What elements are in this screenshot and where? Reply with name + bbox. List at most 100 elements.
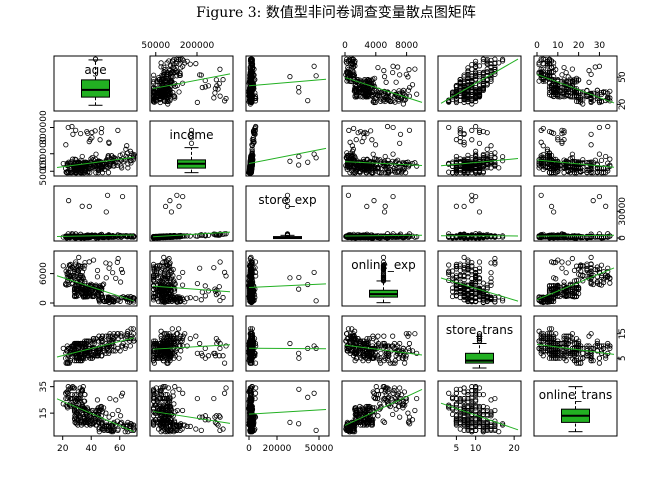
data-point	[453, 91, 459, 97]
panel-frame	[53, 250, 138, 307]
data-point	[73, 285, 80, 292]
data-point	[369, 137, 375, 143]
data-point	[247, 263, 253, 269]
data-point	[84, 294, 91, 300]
panel-online_exp-vs-online_exp	[369, 254, 398, 304]
panel-frame	[53, 185, 138, 242]
data-point	[371, 198, 377, 204]
data-point	[96, 292, 102, 298]
data-point	[346, 66, 352, 72]
panel-age-vs-store_exp	[246, 56, 327, 107]
data-point	[150, 290, 157, 296]
data-point	[480, 170, 486, 176]
data-point	[79, 291, 85, 297]
panel-frame	[437, 120, 522, 177]
data-point	[600, 165, 607, 171]
data-point	[202, 293, 208, 299]
data-point	[179, 56, 185, 62]
data-point	[94, 267, 101, 274]
data-point	[488, 151, 494, 157]
data-point	[171, 295, 177, 301]
data-point	[115, 255, 121, 262]
data-point	[164, 76, 170, 82]
data-point	[106, 265, 112, 271]
data-point	[170, 273, 176, 279]
data-point	[551, 209, 557, 215]
data-point	[346, 127, 352, 133]
data-point	[168, 209, 175, 215]
data-point	[605, 160, 611, 166]
panel-store_exp-vs-age	[56, 192, 137, 241]
data-point	[66, 159, 72, 165]
data-point	[161, 254, 167, 260]
data-point	[548, 83, 555, 89]
data-point	[465, 163, 471, 169]
data-point	[480, 299, 486, 305]
data-point	[449, 275, 456, 281]
data-point	[344, 60, 350, 66]
data-point	[388, 98, 394, 105]
data-point	[351, 125, 357, 132]
data-point	[64, 274, 70, 281]
data-point	[395, 64, 401, 70]
data-point	[457, 139, 463, 145]
data-point	[311, 269, 317, 276]
data-point	[247, 167, 253, 173]
fit-line	[152, 231, 231, 238]
data-point	[212, 286, 218, 292]
data-point	[89, 129, 95, 135]
data-point	[544, 159, 551, 165]
data-point	[371, 99, 377, 106]
data-point	[480, 76, 486, 82]
data-point	[311, 63, 317, 69]
panel-frame	[533, 120, 618, 177]
data-point	[216, 284, 222, 290]
panel-age-vs-online_exp	[343, 56, 423, 107]
data-point	[598, 157, 605, 163]
data-point	[390, 69, 396, 76]
data-point	[596, 99, 603, 106]
fit-line	[152, 285, 231, 293]
data-point	[159, 89, 165, 95]
data-point	[605, 90, 611, 96]
data-point	[250, 135, 256, 141]
data-point	[382, 98, 388, 105]
panel-age-vs-income	[150, 56, 231, 107]
data-point	[544, 61, 551, 67]
data-point	[168, 69, 174, 76]
data-point	[88, 156, 94, 162]
data-point	[476, 160, 483, 166]
data-point	[154, 263, 161, 269]
data-point	[123, 146, 129, 152]
data-point	[63, 142, 69, 148]
data-point	[484, 82, 490, 88]
data-point	[353, 137, 359, 143]
data-point	[571, 89, 578, 95]
data-point	[82, 234, 88, 240]
panel-store_exp-vs-store_trans	[440, 192, 519, 241]
data-point	[473, 123, 479, 130]
data-point	[352, 63, 358, 69]
data-point	[382, 203, 388, 209]
data-point	[484, 80, 490, 86]
fit-line	[152, 73, 231, 90]
data-point	[105, 170, 112, 176]
data-point	[381, 209, 388, 215]
data-point	[119, 151, 126, 157]
box-outlier	[188, 127, 195, 133]
data-point	[73, 127, 79, 133]
data-point	[551, 60, 557, 66]
data-point	[484, 153, 490, 159]
panel-frame	[53, 55, 138, 112]
data-point	[469, 89, 475, 95]
data-point	[352, 85, 358, 92]
data-point	[476, 209, 483, 215]
data-point	[357, 89, 363, 95]
data-point	[571, 164, 578, 170]
data-point	[313, 298, 319, 304]
data-point	[573, 234, 580, 240]
data-point	[177, 70, 183, 76]
data-point	[546, 128, 553, 135]
data-point	[546, 57, 553, 63]
